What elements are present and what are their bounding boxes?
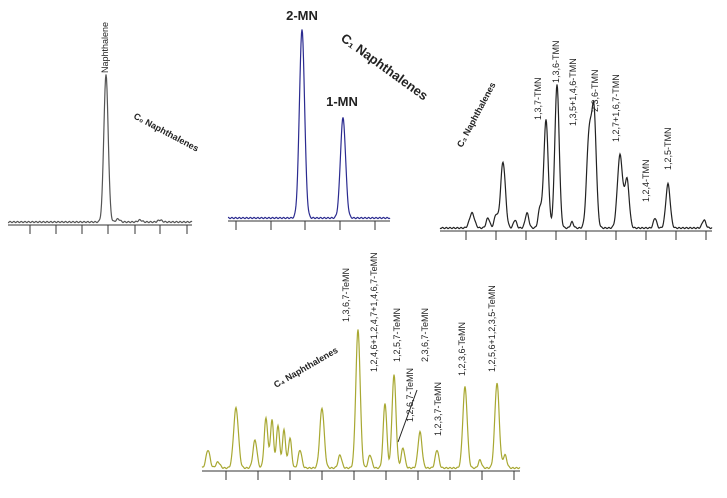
panel-title: C₁ Naphthalenes	[338, 30, 431, 103]
peak-label: 1,3,5+1,4,6-TMN	[568, 58, 578, 126]
peak-label: 1,2,5-TMN	[663, 127, 673, 170]
peak-label: 1,2,4,6+1,2,4,7+1,4,6,7-TeMN	[369, 252, 379, 372]
peak-label: 1,2,4-TMN	[641, 159, 651, 202]
pointer-line	[397, 389, 418, 443]
panel-title: C₄ Naphthalenes	[272, 345, 340, 390]
peak-label: 1,3,6,7-TeMN	[341, 268, 351, 322]
chromatogram-trace	[201, 329, 521, 470]
panel-title: C₃ Naphthalenes	[455, 81, 498, 149]
peak-label: 1,2,5,7-TeMN	[392, 308, 402, 362]
peak-label: 1,2,3,7-TeMN	[433, 382, 443, 436]
peak-label: Naphthalene	[100, 22, 110, 73]
peak-label: 1,3,6-TMN	[551, 40, 561, 83]
peak-label: 1,2,5,6+1,2,3,5-TeMN	[487, 285, 497, 372]
peak-label: 2-MN	[286, 8, 318, 23]
chromatogram-trace	[227, 29, 391, 220]
peak-label: 1,2,3,6-TeMN	[457, 322, 467, 376]
peak-label: 2,3,6-TMN	[590, 69, 600, 112]
chromatogram-trace	[7, 74, 193, 224]
peak-label: 1,2,7+1,6,7-TMN	[611, 74, 621, 142]
peak-label: 2,3,6,7-TeMN	[420, 308, 430, 362]
peak-label: 1,3,7-TMN	[533, 77, 543, 120]
peak-label: 1-MN	[326, 94, 358, 109]
panel-title: C₀ Naphthalenes	[132, 111, 200, 154]
peak-label: 1,2,6,7-TeMN	[405, 368, 415, 422]
chromatogram-trace	[439, 84, 713, 230]
